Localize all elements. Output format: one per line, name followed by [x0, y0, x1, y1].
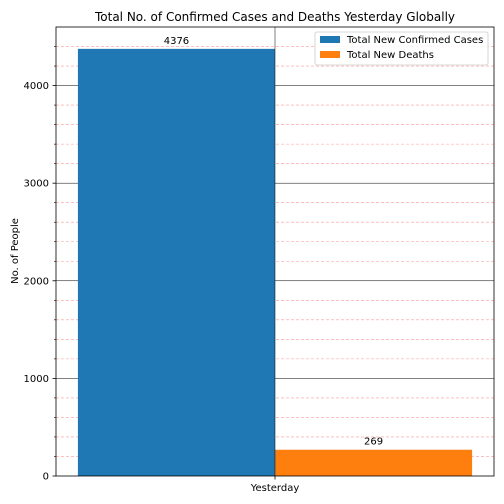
bar-value-label: 269 — [364, 437, 383, 448]
bar-deaths — [275, 449, 473, 476]
legend-frame — [314, 31, 489, 66]
y-tick-label: 2000 — [24, 276, 49, 287]
y-axis-ticks: 0 1000 2000 3000 4000 — [24, 46, 56, 483]
legend-swatch-deaths — [320, 51, 340, 58]
legend-label-confirmed-cases: Total New Confirmed Cases — [346, 35, 483, 46]
bars — [77, 48, 473, 476]
y-axis-label: No. of People — [10, 218, 21, 284]
x-tick-label: Yesterday — [250, 483, 300, 494]
legend-label-deaths: Total New Deaths — [346, 50, 434, 61]
chart-title: Total No. of Confirmed Cases and Deaths … — [94, 10, 455, 24]
legend-swatch-confirmed-cases — [320, 36, 340, 43]
y-tick-label: 4000 — [24, 81, 49, 92]
y-tick-label: 1000 — [24, 374, 49, 385]
legend: Total New Confirmed Cases Total New Death… — [314, 31, 489, 66]
bar-confirmed-cases — [77, 48, 276, 476]
y-tick-label: 3000 — [24, 179, 49, 190]
y-tick-label: 0 — [43, 472, 49, 483]
bar-value-labels: 4376 269 — [164, 36, 383, 448]
x-axis-ticks: Yesterday — [250, 476, 300, 494]
bar-value-label: 4376 — [164, 36, 189, 47]
